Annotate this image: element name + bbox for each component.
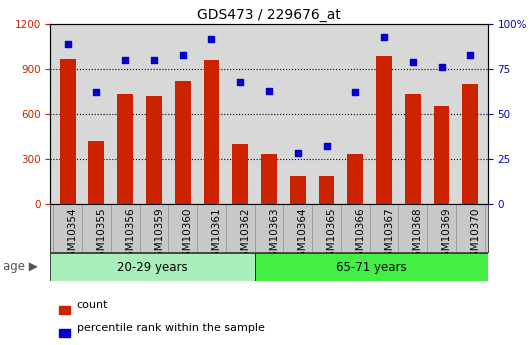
Bar bbox=[405, 95, 421, 204]
Point bbox=[236, 79, 244, 84]
Point bbox=[179, 52, 187, 57]
Text: GSM10361: GSM10361 bbox=[211, 207, 222, 264]
Bar bbox=[434, 106, 449, 204]
Point bbox=[351, 90, 359, 95]
Bar bbox=[463, 84, 478, 204]
Bar bbox=[175, 81, 191, 204]
Text: GSM10363: GSM10363 bbox=[269, 207, 279, 264]
Text: GSM10364: GSM10364 bbox=[298, 207, 308, 264]
Text: GSM10354: GSM10354 bbox=[68, 207, 77, 264]
Bar bbox=[146, 96, 162, 204]
Point bbox=[322, 144, 331, 149]
Bar bbox=[59, 329, 70, 337]
Point bbox=[294, 150, 302, 156]
Point bbox=[207, 36, 216, 41]
Text: GSM10362: GSM10362 bbox=[240, 207, 250, 264]
Point bbox=[92, 90, 101, 95]
Title: GDS473 / 229676_at: GDS473 / 229676_at bbox=[197, 8, 341, 22]
Text: 20-29 years: 20-29 years bbox=[117, 260, 188, 274]
Point bbox=[466, 52, 474, 57]
Text: GSM10369: GSM10369 bbox=[441, 207, 452, 264]
Bar bbox=[50, 253, 254, 281]
Bar bbox=[261, 154, 277, 204]
Text: GSM10368: GSM10368 bbox=[413, 207, 423, 264]
Point bbox=[409, 59, 417, 65]
Text: percentile rank within the sample: percentile rank within the sample bbox=[77, 323, 264, 333]
Bar bbox=[232, 144, 248, 204]
Point bbox=[264, 88, 273, 93]
Text: age ▶: age ▶ bbox=[3, 260, 38, 273]
Text: GSM10367: GSM10367 bbox=[384, 207, 394, 264]
Bar bbox=[376, 56, 392, 204]
Text: GSM10356: GSM10356 bbox=[125, 207, 135, 264]
Point bbox=[149, 57, 158, 63]
Text: GSM10355: GSM10355 bbox=[96, 207, 107, 264]
Point bbox=[380, 34, 388, 39]
Bar bbox=[59, 306, 70, 314]
Text: 65-71 years: 65-71 years bbox=[336, 260, 407, 274]
Point bbox=[64, 41, 72, 47]
Bar bbox=[204, 60, 219, 204]
Bar bbox=[290, 176, 306, 204]
Point bbox=[121, 57, 129, 63]
Text: GSM10366: GSM10366 bbox=[355, 207, 365, 264]
Text: GSM10365: GSM10365 bbox=[326, 207, 337, 264]
Text: GSM10359: GSM10359 bbox=[154, 207, 164, 264]
Bar bbox=[89, 141, 104, 204]
Bar bbox=[117, 95, 133, 204]
Bar bbox=[60, 59, 75, 204]
Bar bbox=[319, 176, 334, 204]
Text: GSM10370: GSM10370 bbox=[470, 207, 480, 264]
Text: count: count bbox=[77, 300, 108, 310]
Bar bbox=[254, 253, 488, 281]
Bar bbox=[347, 154, 363, 204]
Text: GSM10360: GSM10360 bbox=[183, 207, 193, 264]
Point bbox=[437, 65, 446, 70]
